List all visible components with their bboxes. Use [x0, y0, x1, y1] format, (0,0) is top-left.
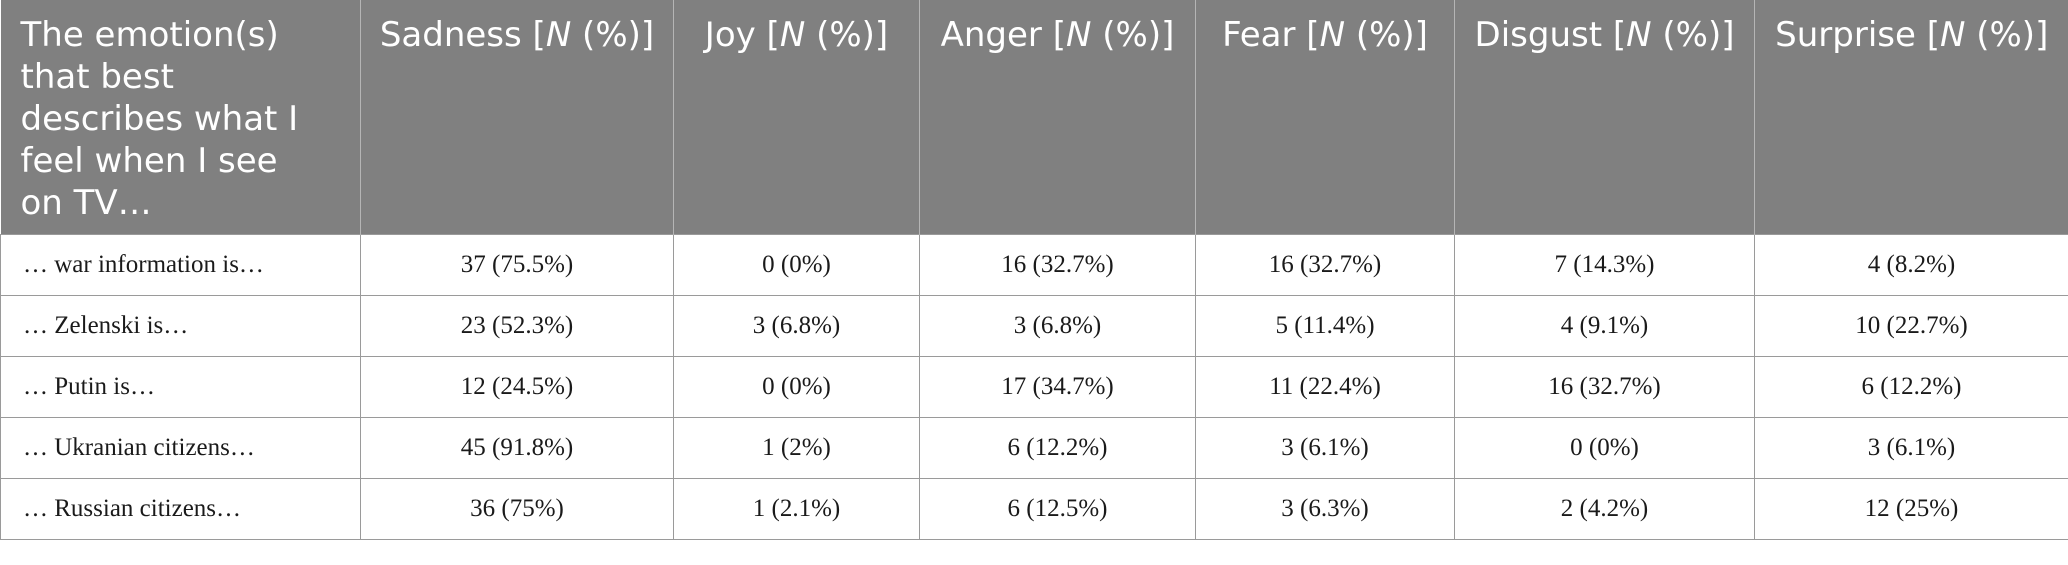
cell-fear: 5 (11.4%) — [1195, 295, 1455, 357]
cell-fear: 11 (22.4%) — [1195, 356, 1455, 418]
cell-joy: 1 (2.1%) — [673, 478, 920, 540]
table-body: … war information is… 37 (75.5%) 0 (0%) … — [0, 234, 2068, 540]
table-row: … war information is… 37 (75.5%) 0 (0%) … — [0, 234, 2068, 296]
header-surprise: Surprise [N (%)] — [1754, 0, 2068, 235]
cell-fear: 3 (6.1%) — [1195, 417, 1455, 479]
cell-disgust: 7 (14.3%) — [1454, 234, 1755, 296]
table-row: … Zelenski is… 23 (52.3%) 3 (6.8%) 3 (6.… — [0, 295, 2068, 357]
header-sadness: Sadness [N (%)] — [360, 0, 674, 235]
cell-surprise: 12 (25%) — [1754, 478, 2068, 540]
cell-disgust: 4 (9.1%) — [1454, 295, 1755, 357]
table-row: … Ukranian citizens… 45 (91.8%) 1 (2%) 6… — [0, 417, 2068, 479]
table-row: … Russian citizens… 36 (75%) 1 (2.1%) 6 … — [0, 478, 2068, 540]
cell-anger: 16 (32.7%) — [919, 234, 1196, 296]
row-label: … Ukranian citizens… — [0, 417, 361, 479]
cell-fear: 3 (6.3%) — [1195, 478, 1455, 540]
cell-fear: 16 (32.7%) — [1195, 234, 1455, 296]
cell-disgust: 2 (4.2%) — [1454, 478, 1755, 540]
cell-sadness: 37 (75.5%) — [360, 234, 674, 296]
cell-sadness: 23 (52.3%) — [360, 295, 674, 357]
emotion-table: The emotion(s) that best describes what … — [0, 0, 2068, 540]
cell-sadness: 45 (91.8%) — [360, 417, 674, 479]
row-label: … Zelenski is… — [0, 295, 361, 357]
header-first-column: The emotion(s) that best describes what … — [0, 0, 361, 235]
row-label: … Russian citizens… — [0, 478, 361, 540]
cell-anger: 17 (34.7%) — [919, 356, 1196, 418]
table-row: … Putin is… 12 (24.5%) 0 (0%) 17 (34.7%)… — [0, 356, 2068, 418]
cell-joy: 0 (0%) — [673, 356, 920, 418]
header-disgust: Disgust [N (%)] — [1454, 0, 1755, 235]
header-anger: Anger [N (%)] — [919, 0, 1196, 235]
cell-anger: 6 (12.2%) — [919, 417, 1196, 479]
cell-sadness: 36 (75%) — [360, 478, 674, 540]
cell-surprise: 10 (22.7%) — [1754, 295, 2068, 357]
row-label: … war information is… — [0, 234, 361, 296]
cell-surprise: 6 (12.2%) — [1754, 356, 2068, 418]
cell-anger: 3 (6.8%) — [919, 295, 1196, 357]
cell-disgust: 0 (0%) — [1454, 417, 1755, 479]
header-joy: Joy [N (%)] — [673, 0, 920, 235]
cell-joy: 0 (0%) — [673, 234, 920, 296]
header-row: The emotion(s) that best describes what … — [0, 0, 2068, 235]
cell-joy: 1 (2%) — [673, 417, 920, 479]
cell-joy: 3 (6.8%) — [673, 295, 920, 357]
cell-surprise: 3 (6.1%) — [1754, 417, 2068, 479]
cell-surprise: 4 (8.2%) — [1754, 234, 2068, 296]
cell-disgust: 16 (32.7%) — [1454, 356, 1755, 418]
row-label: … Putin is… — [0, 356, 361, 418]
header-fear: Fear [N (%)] — [1195, 0, 1455, 235]
cell-anger: 6 (12.5%) — [919, 478, 1196, 540]
cell-sadness: 12 (24.5%) — [360, 356, 674, 418]
table-header: The emotion(s) that best describes what … — [0, 0, 2068, 235]
